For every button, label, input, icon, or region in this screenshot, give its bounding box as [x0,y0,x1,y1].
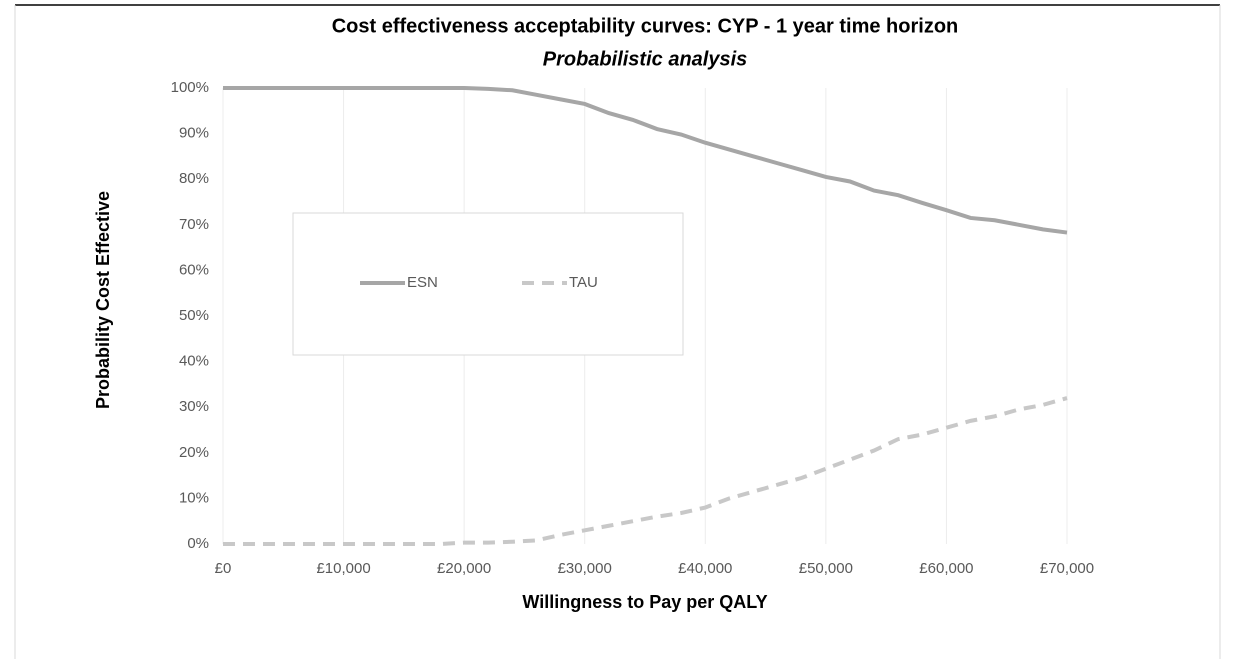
legend-box [292,212,684,356]
x-tick-label: £10,000 [316,560,370,577]
y-tick-label: 50% [179,307,209,324]
y-tick-label: 90% [179,125,209,142]
legend-label: TAU [569,274,598,291]
x-tick-label: £60,000 [919,560,973,577]
y-tick-label: 20% [179,444,209,461]
series-line [223,86,1068,235]
x-tick-label: £40,000 [678,560,732,577]
x-tick-label: £30,000 [558,560,612,577]
y-tick-label: 30% [179,398,209,415]
x-tick-label: £50,000 [799,560,853,577]
chart-title: Cost effectiveness acceptability curves:… [332,15,959,37]
y-tick-label: 40% [179,353,209,370]
y-tick-label: 10% [179,489,209,506]
y-tick-label: 0% [187,535,209,552]
x-tick-label: £20,000 [437,560,491,577]
y-tick-label: 60% [179,261,209,278]
y-tick-label: 100% [171,79,209,96]
x-tick-label: £0 [215,560,232,577]
series-line [223,396,1068,546]
legend-label: ESN [407,274,438,291]
y-tick-label: 70% [179,216,209,233]
chart-subtitle: Probabilistic analysis [543,48,748,70]
x-tick-label: £70,000 [1040,560,1094,577]
y-tick-label: 80% [179,170,209,187]
x-axis-title: Willingness to Pay per QALY [522,592,767,612]
y-axis-title: Probability Cost Effective [93,191,113,409]
